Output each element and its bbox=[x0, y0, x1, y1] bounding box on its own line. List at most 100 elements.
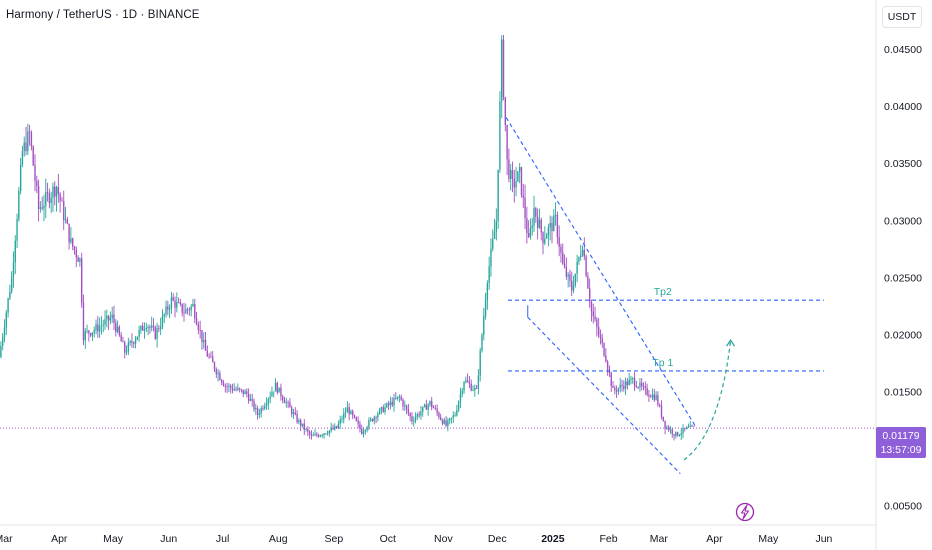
candle bbox=[179, 298, 182, 307]
candle bbox=[149, 324, 151, 334]
candle bbox=[481, 332, 483, 353]
candle bbox=[490, 238, 492, 277]
candle bbox=[375, 415, 377, 424]
time-axis[interactable]: Mar Apr May Jun Jul Aug Sep Oct Nov Dec 2025 Feb Mar… bbox=[0, 524, 876, 545]
candle bbox=[431, 397, 433, 411]
candle bbox=[264, 402, 266, 411]
candle bbox=[639, 378, 641, 392]
candle bbox=[592, 303, 594, 324]
time-tick-label: Apr bbox=[51, 533, 68, 545]
candle bbox=[127, 337, 130, 356]
current-price-tag: 0.01179 13:57:09 bbox=[876, 427, 926, 458]
candle bbox=[662, 416, 664, 422]
candle bbox=[217, 368, 219, 382]
candle bbox=[484, 292, 487, 320]
candle bbox=[314, 429, 316, 436]
candle bbox=[113, 305, 115, 330]
candle bbox=[133, 341, 135, 349]
candle bbox=[368, 417, 370, 431]
candle bbox=[682, 424, 684, 439]
bolt-icon[interactable] bbox=[735, 502, 755, 522]
candle bbox=[219, 370, 221, 381]
candle bbox=[118, 325, 121, 337]
time-tick-label: Dec bbox=[488, 533, 507, 545]
price-tick-label: 0.02500 bbox=[884, 272, 922, 284]
candle bbox=[400, 394, 402, 401]
current-price-label: 0.01179 bbox=[882, 430, 920, 442]
candle bbox=[565, 257, 568, 280]
candle bbox=[633, 372, 636, 392]
candle bbox=[409, 412, 411, 422]
candle bbox=[80, 252, 83, 308]
candle bbox=[247, 388, 250, 404]
candle bbox=[382, 404, 384, 413]
price-tick-label: 0.00500 bbox=[884, 501, 922, 513]
candle bbox=[255, 403, 257, 415]
candle bbox=[554, 202, 557, 226]
candle bbox=[120, 332, 122, 342]
candle bbox=[542, 231, 544, 255]
candle bbox=[486, 280, 489, 310]
candle bbox=[547, 223, 550, 247]
candle bbox=[48, 188, 51, 209]
candle bbox=[630, 375, 632, 385]
candle bbox=[23, 136, 25, 157]
candle bbox=[14, 235, 16, 275]
candle bbox=[32, 145, 34, 167]
candle bbox=[389, 396, 392, 410]
price-tick-label: 0.02000 bbox=[884, 329, 922, 341]
candle bbox=[238, 387, 241, 393]
candle bbox=[57, 173, 60, 203]
candle bbox=[317, 433, 320, 438]
candle bbox=[549, 215, 551, 241]
price-axis[interactable]: 0.005000.010000.015000.020000.025000.030… bbox=[875, 0, 922, 550]
candle bbox=[233, 383, 235, 392]
candle bbox=[7, 297, 9, 318]
candle bbox=[657, 391, 659, 407]
candle bbox=[562, 243, 564, 266]
candle bbox=[325, 433, 327, 435]
candle bbox=[251, 393, 253, 407]
candle bbox=[111, 306, 113, 323]
candle bbox=[287, 400, 289, 409]
candle bbox=[262, 405, 264, 411]
price-tick-label: 0.03000 bbox=[884, 215, 922, 227]
candle bbox=[93, 326, 95, 338]
candle bbox=[52, 182, 54, 212]
candle bbox=[404, 400, 406, 412]
candle bbox=[222, 380, 225, 387]
candle bbox=[177, 297, 180, 304]
candle bbox=[371, 418, 374, 423]
candle bbox=[441, 418, 444, 426]
candle bbox=[321, 433, 323, 438]
candle bbox=[556, 211, 559, 245]
candle bbox=[641, 378, 643, 391]
candle bbox=[346, 401, 349, 413]
candle bbox=[551, 216, 553, 244]
candle bbox=[474, 384, 476, 397]
candle bbox=[274, 378, 277, 392]
candle bbox=[156, 322, 158, 348]
candle bbox=[497, 169, 499, 229]
candle bbox=[675, 431, 677, 439]
candle bbox=[337, 420, 340, 430]
candle bbox=[79, 257, 81, 267]
candle bbox=[578, 256, 580, 265]
candle bbox=[260, 405, 262, 418]
candle bbox=[513, 169, 515, 203]
candle bbox=[339, 415, 341, 429]
candle bbox=[477, 369, 480, 395]
currency-button[interactable]: USDT bbox=[882, 6, 922, 28]
candle bbox=[614, 385, 616, 395]
candle bbox=[242, 389, 244, 398]
candle bbox=[167, 300, 169, 316]
candle bbox=[569, 269, 571, 287]
candle bbox=[273, 391, 275, 398]
candle bbox=[54, 181, 56, 206]
candle bbox=[0, 341, 2, 359]
candle bbox=[106, 309, 108, 328]
candle bbox=[352, 409, 354, 420]
candle bbox=[655, 391, 657, 401]
candle bbox=[617, 387, 620, 395]
